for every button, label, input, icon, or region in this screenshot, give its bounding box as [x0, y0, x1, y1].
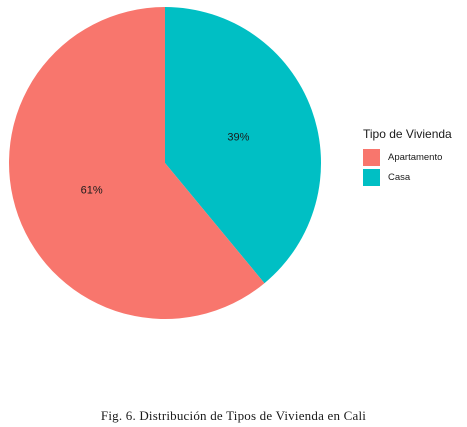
legend-item-apartamento: Apartamento — [363, 147, 452, 167]
pie-label-casa: 39% — [227, 132, 249, 144]
figure-caption: Fig. 6. Distribución de Tipos de Viviend… — [100, 408, 367, 423]
pie-chart: 39% 61% — [8, 7, 321, 319]
legend-label-apartamento: Apartamento — [388, 151, 443, 163]
pie-slice-apartamento — [8, 7, 265, 319]
legend-item-casa: Casa — [363, 167, 452, 187]
legend: Tipo de Vivienda Apartamento Casa — [363, 127, 452, 187]
legend-title: Tipo de Vivienda — [363, 127, 452, 141]
legend-swatch-apartamento — [363, 148, 380, 166]
legend-label-casa: Casa — [388, 171, 411, 183]
legend-swatch-casa — [363, 168, 380, 186]
pie-label-apartamento: 61% — [81, 184, 103, 196]
pie-slice-casa — [165, 7, 321, 284]
